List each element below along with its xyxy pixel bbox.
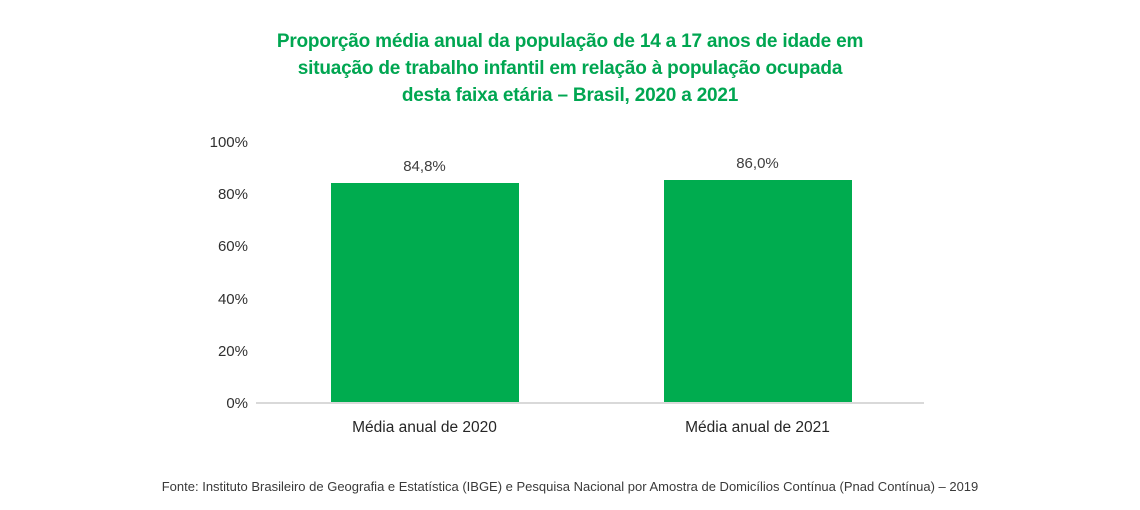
chart-title: Proporção média anual da população de 14… bbox=[0, 28, 1140, 109]
bar-value-label: 86,0% bbox=[736, 154, 779, 172]
chart-title-line-2: situação de trabalho infantil em relação… bbox=[297, 58, 843, 79]
y-axis: 0% 20% 40% 60% 80% 100% bbox=[0, 0, 248, 510]
y-axis-tick-label: 80% bbox=[217, 186, 248, 204]
source-note: Fonte: Instituto Brasileiro de Geografia… bbox=[161, 479, 979, 494]
bar bbox=[663, 179, 852, 404]
x-axis-category-label: Média anual de 2021 bbox=[685, 419, 830, 436]
x-axis-line bbox=[256, 402, 924, 404]
bar-value-label: 84,8% bbox=[403, 157, 446, 175]
bar bbox=[330, 182, 519, 404]
chart-title-line-3: desta faixa etária – Brasil, 2020 a 2021 bbox=[401, 85, 739, 106]
plot-area: 84,8% 86,0% bbox=[258, 143, 924, 404]
y-axis-tick-label: 40% bbox=[217, 290, 248, 308]
y-axis-tick-label: 100% bbox=[209, 134, 248, 151]
chart-title-line-1: Proporção média anual da população de 14… bbox=[276, 31, 864, 52]
y-axis-tick-label: 0% bbox=[226, 395, 248, 412]
y-axis-tick-label: 60% bbox=[217, 238, 248, 256]
x-axis-category-label: Média anual de 2020 bbox=[352, 419, 497, 436]
y-axis-tick-label: 20% bbox=[217, 342, 248, 360]
